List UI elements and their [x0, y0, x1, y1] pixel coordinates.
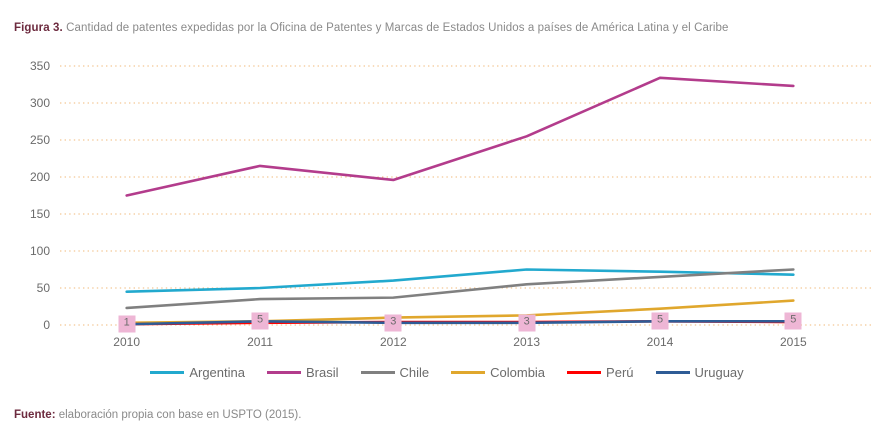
y-axis-tick-label: 350 — [29, 59, 50, 73]
legend-swatch — [150, 371, 185, 374]
x-axis-tick-label: 2014 — [646, 335, 674, 349]
data-point-label: 5 — [651, 312, 669, 330]
y-axis-tick-label: 250 — [29, 133, 50, 147]
y-axis-tick-label: 0 — [43, 318, 50, 332]
x-axis-tick-label: 2013 — [513, 335, 541, 349]
legend-label: Perú — [606, 365, 634, 380]
legend-label: Colombia — [490, 365, 546, 380]
legend-item-argentina[interactable]: Argentina — [150, 365, 245, 380]
y-axis-tick-label: 100 — [29, 244, 50, 258]
legend-label: Uruguay — [694, 365, 744, 380]
figure-caption-text: Cantidad de patentes expedidas por la Of… — [62, 22, 729, 34]
figure-caption-label: Figura 3. — [14, 22, 63, 34]
legend-swatch — [655, 371, 690, 374]
legend-swatch — [266, 371, 301, 374]
data-point-label: 1 — [118, 315, 136, 333]
line-chart-svg — [60, 65, 872, 326]
legend-item-per[interactable]: Perú — [567, 365, 634, 380]
legend-item-uruguay[interactable]: Uruguay — [655, 365, 744, 380]
data-point-label: 5 — [784, 312, 802, 330]
series-line-uruguay — [125, 319, 795, 326]
data-point-label: 3 — [518, 314, 536, 332]
x-axis-tick-label: 2015 — [779, 335, 807, 349]
x-axis-tick-label: 2010 — [113, 335, 141, 349]
legend-item-chile[interactable]: Chile — [360, 365, 430, 380]
legend-swatch — [451, 371, 486, 374]
legend-item-brasil[interactable]: Brasil — [266, 365, 339, 380]
chart-plot-area: 0 50 100 150 200 250 300 350 2010 2011 2012 2013 20… — [0, 48, 894, 349]
series-lines-group — [125, 76, 795, 326]
legend-swatch — [360, 371, 395, 374]
legend-swatch — [567, 371, 602, 374]
source-note: Fuente: elaboración propia con base en U… — [14, 409, 301, 421]
figure-caption: Figura 3. Cantidad de patentes expedidas… — [14, 22, 729, 34]
series-line-brasil — [125, 76, 795, 197]
chart-legend: Argentina Brasil Chile Colombia Perú Uruguay — [0, 365, 894, 380]
data-point-label: 5 — [251, 312, 269, 330]
y-axis-tick-label: 200 — [29, 170, 50, 184]
gridlines-group — [60, 65, 872, 326]
legend-label: Argentina — [189, 365, 245, 380]
x-axis-tick-label: 2012 — [379, 335, 407, 349]
legend-item-colombia[interactable]: Colombia — [451, 365, 545, 380]
source-note-label: Fuente: — [14, 409, 56, 421]
y-axis-tick-label: 150 — [29, 207, 50, 221]
series-line-chile — [125, 268, 795, 310]
legend-label: Chile — [399, 365, 430, 380]
x-axis-tick-label: 2011 — [247, 335, 273, 349]
data-point-label: 3 — [384, 314, 402, 332]
series-line-argentina — [125, 268, 795, 293]
series-line-colombia — [125, 299, 795, 325]
source-note-text: elaboración propia con base en USPTO (20… — [55, 409, 302, 421]
y-axis-tick-label: 300 — [29, 96, 50, 110]
legend-label: Brasil — [305, 365, 339, 380]
y-axis-tick-label: 50 — [36, 281, 50, 295]
